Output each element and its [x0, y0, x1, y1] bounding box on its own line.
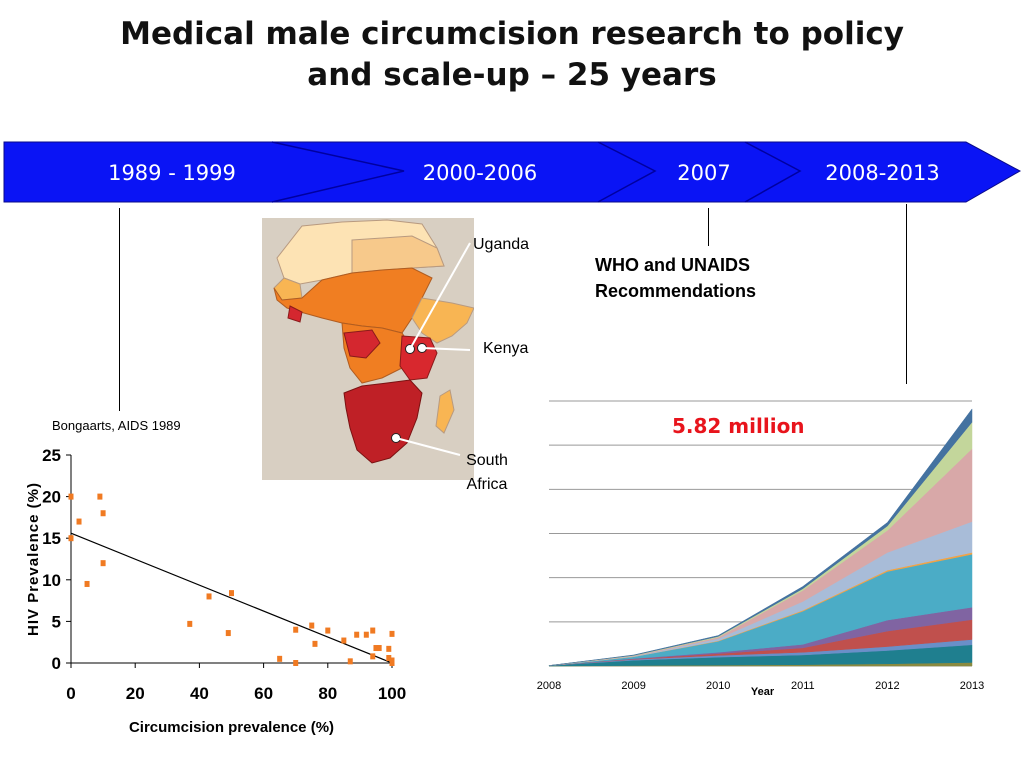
scatter-point [389, 630, 395, 637]
title-line-2: and scale-up – 25 years [307, 57, 717, 93]
scatter-point [389, 660, 395, 666]
label-uganda: Uganda [473, 236, 530, 253]
timeline-chevron-2 [597, 141, 657, 203]
scatter-point [293, 626, 299, 633]
scatter-point [100, 560, 106, 567]
scatter-point [312, 640, 318, 647]
timeline-label-2000-2006: 2000-2006 [422, 161, 538, 185]
scatter-x-tick-label: 20 [126, 684, 145, 703]
scatter-point [373, 645, 379, 652]
connector-1989 [119, 208, 120, 411]
scatter-x-tick-label: 0 [66, 684, 75, 703]
timeline-band [3, 141, 1022, 203]
scatter-trendline [70, 532, 393, 664]
scatter-point [376, 645, 382, 652]
label-south-africa-line-1: South [466, 452, 508, 469]
scatter-point [325, 627, 331, 634]
scatter-y-label: HIV Prevalence (%) [25, 482, 42, 636]
timeline-chevron-3 [744, 141, 802, 203]
area-x-tick-label: 2009 [621, 680, 645, 692]
scatter-point [277, 655, 283, 662]
area-x-tick-label: 2008 [537, 680, 561, 692]
scatter-point [225, 630, 231, 637]
area-series [548, 408, 973, 666]
scatter-point [100, 510, 106, 517]
map-madagascar [435, 389, 455, 434]
timeline-label-2007: 2007 [677, 161, 731, 185]
scatter-point [370, 627, 376, 634]
label-kenya: Kenya [483, 340, 529, 357]
slide-title: Medical male circumcision research to po… [0, 14, 1024, 96]
timeline-arrow [3, 141, 1022, 203]
map-southern-africa [343, 379, 423, 464]
connector-2007 [708, 208, 709, 246]
who-unaids-recommendations: WHO and UNAIDS Recommendations [595, 252, 756, 304]
timeline-label-1989-1999: 1989 - 1999 [108, 161, 236, 185]
who-line-1: WHO and UNAIDS [595, 255, 750, 275]
scatter-y-tick-label: 0 [52, 654, 61, 673]
scatter-y-tick-label: 10 [42, 571, 61, 590]
scatter-point [206, 593, 212, 600]
area-x-tick-label: 2011 [791, 680, 815, 692]
map-horn-of-africa [411, 297, 474, 344]
area-x-tick-label: 2012 [875, 680, 899, 692]
label-south-africa: South Africa [459, 449, 515, 497]
scatter-point [187, 620, 193, 627]
bongaarts-citation: Bongaarts, AIDS 1989 [52, 418, 181, 433]
scatter-x-tick-label: 80 [318, 684, 337, 703]
scatter-y-tick-label: 25 [42, 446, 61, 465]
scatter-point [76, 518, 82, 525]
scatter-x-tick-label: 100 [378, 684, 406, 703]
area-x-label: Year [751, 686, 775, 698]
scatter-point [309, 622, 315, 629]
scatter-point [341, 637, 347, 644]
scatter-point [84, 580, 90, 587]
scatter-x-tick-label: 60 [254, 684, 273, 703]
scatter-point [370, 653, 376, 660]
scatter-point [97, 493, 103, 500]
connector-2008 [906, 204, 907, 384]
timeline-label-2008-2013: 2008-2013 [825, 161, 940, 185]
scatter-x-label: Circumcision prevalence (%) [129, 719, 334, 736]
scatter-point [386, 645, 392, 652]
scatter-point [386, 655, 392, 662]
scatter-point [354, 631, 360, 638]
scatter-y-tick-label: 20 [42, 488, 61, 507]
scatter-point [347, 658, 353, 665]
scatter-point [363, 631, 369, 638]
scatter-y-tick-label: 5 [52, 612, 61, 631]
area-x-tick-label: 2013 [960, 680, 984, 692]
scatter-y-tick-label: 15 [42, 529, 61, 548]
map-central-red [343, 329, 381, 359]
title-line-1: Medical male circumcision research to po… [120, 16, 904, 52]
area-x-tick-label: 2010 [706, 680, 730, 692]
scatter-point [229, 590, 234, 597]
scatter-x-tick-label: 40 [190, 684, 209, 703]
scatter-point [68, 493, 74, 500]
scatter-point [68, 535, 74, 542]
map-west-africa-red [287, 305, 303, 323]
timeline-chevron-1 [271, 141, 405, 203]
total-annotation: 5.82 million [672, 414, 805, 438]
who-line-2: Recommendations [595, 281, 757, 301]
scatter-point [293, 660, 299, 666]
label-south-africa-line-2: Africa [466, 476, 508, 493]
